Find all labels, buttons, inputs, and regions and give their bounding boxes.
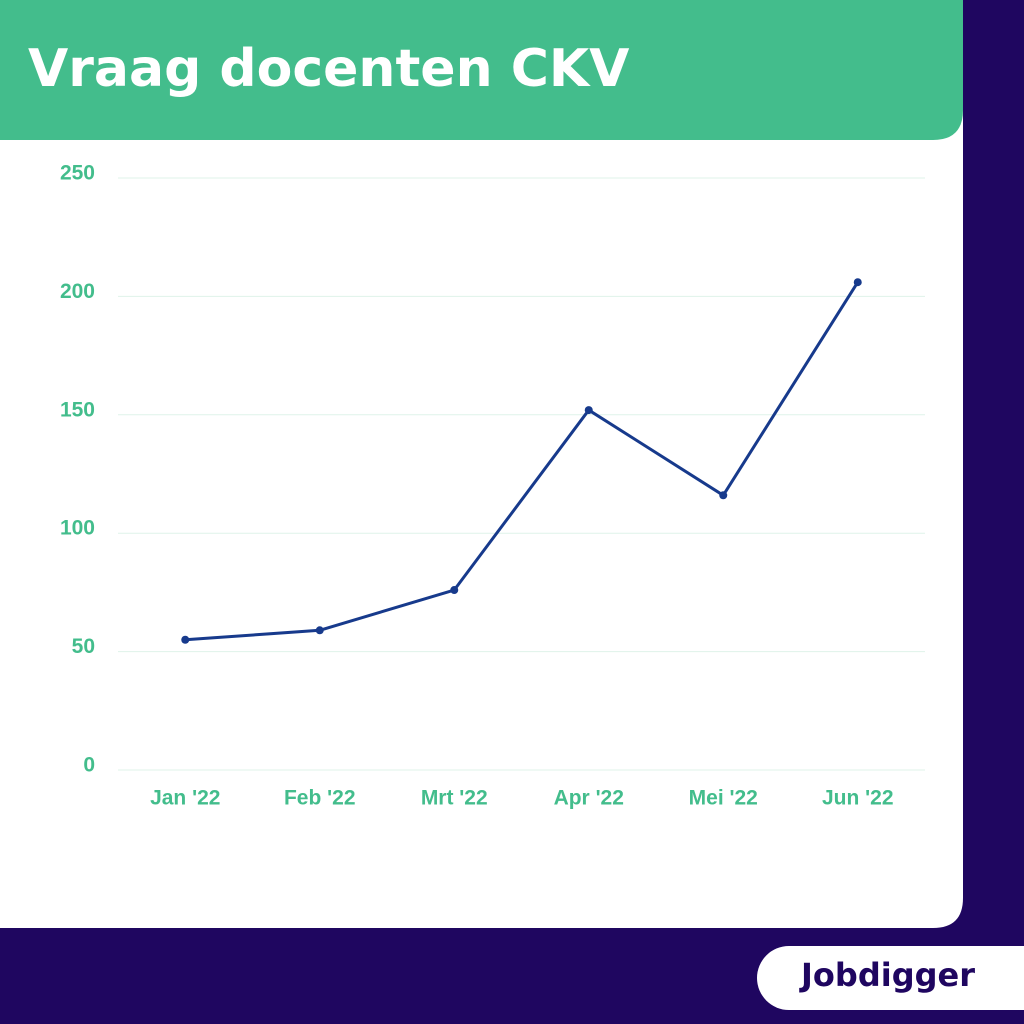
x-tick-label: Mei '22 — [689, 787, 758, 810]
data-point — [315, 626, 324, 635]
data-point — [853, 278, 862, 287]
data-point — [450, 586, 459, 595]
y-tick-label: 0 — [83, 754, 95, 777]
data-point — [719, 491, 728, 500]
y-tick-label: 250 — [60, 162, 95, 185]
logo-pill — [757, 946, 1024, 1010]
header — [0, 0, 963, 140]
x-tick-label: Jun '22 — [822, 787, 894, 810]
y-tick-label: 50 — [72, 635, 95, 658]
data-line — [185, 281, 860, 642]
x-tick-label: Feb '22 — [284, 787, 356, 810]
y-tick-label: 200 — [60, 280, 95, 303]
data-point — [181, 635, 190, 644]
x-tick-label: Jan '22 — [150, 787, 220, 810]
card — [0, 0, 963, 928]
y-tick-label: 150 — [60, 398, 95, 421]
x-tick-label: Apr '22 — [554, 787, 624, 810]
x-tick-label: Mrt '22 — [421, 787, 488, 810]
plot: 0 50 100 150 200 250 Jan '22 Feb '22 Mrt '22 Apr … — [60, 162, 925, 810]
chart-title: Vraag docenten CKV — [28, 39, 629, 99]
data-point — [584, 406, 593, 415]
y-tick-label: 100 — [60, 517, 95, 540]
logo: Jobdigger — [799, 956, 975, 994]
